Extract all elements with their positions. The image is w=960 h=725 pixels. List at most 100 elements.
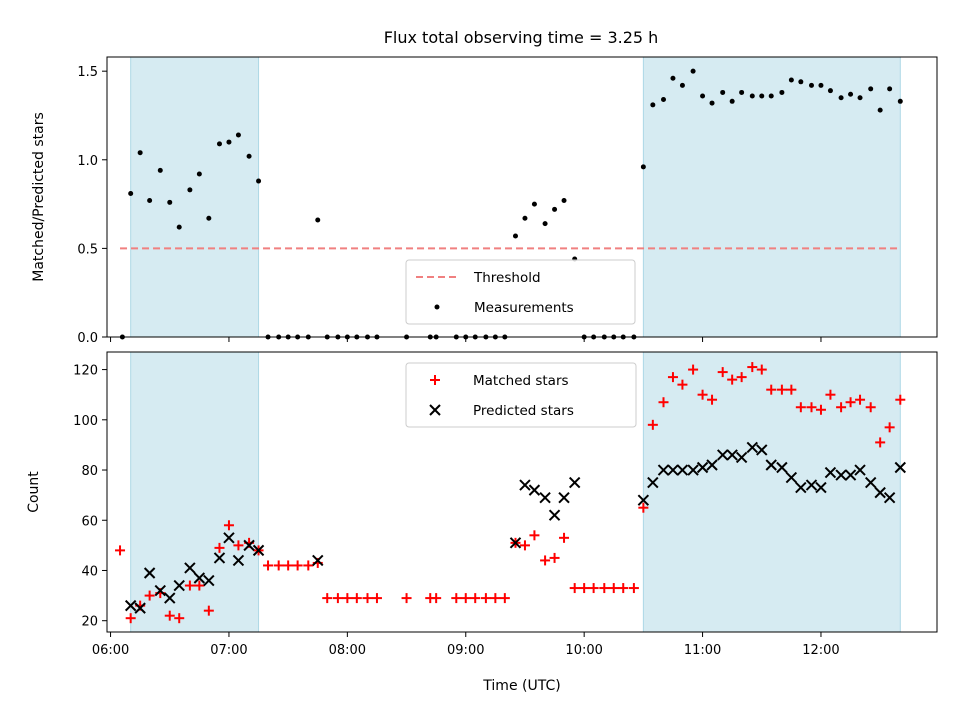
predicted-star-point	[154, 584, 166, 597]
measurement-point	[759, 93, 765, 99]
x-stroke-b	[164, 592, 176, 604]
predicted-star-point	[548, 509, 561, 521]
measurement-point	[167, 199, 173, 205]
measurement-point	[868, 86, 874, 92]
legend-threshold-label: Threshold	[473, 270, 541, 286]
x-stroke-b	[844, 469, 857, 481]
bottom-y-axis-label: Count	[26, 471, 42, 513]
predicted-star-point	[203, 574, 215, 587]
predicted-star-point	[509, 537, 522, 549]
x-stroke-b	[756, 444, 768, 456]
matched-star-point	[628, 583, 639, 594]
x-stroke-b	[213, 552, 226, 564]
predicted-star-point	[756, 444, 768, 456]
matched-star-point	[273, 560, 284, 571]
matched-star-point	[490, 593, 501, 604]
x-stroke-b	[874, 486, 886, 499]
bottom-shaded-regions	[130, 351, 901, 633]
predicted-star-point	[894, 461, 907, 474]
predicted-star-point	[252, 544, 265, 557]
x-stroke-b	[854, 464, 866, 476]
matched-star-point	[697, 389, 708, 400]
x-stroke-b	[223, 532, 235, 544]
bottom-legend: Matched stars Predicted stars	[405, 362, 637, 428]
measurement-point	[827, 88, 833, 94]
bottom-x-axis-ticks: 06:00 07:00 08:00 09:00 10:00 11:00 12:00	[92, 632, 840, 658]
measurement-point	[739, 89, 745, 95]
matched-star-point	[223, 520, 234, 531]
matched-star-point	[579, 583, 590, 594]
measurement-point	[512, 233, 518, 239]
matched-star-point	[431, 593, 442, 604]
y-tick-label: 0.5	[77, 242, 98, 257]
top-plot-frame	[106, 56, 938, 338]
legend-measurements-label: Measurements	[474, 300, 574, 316]
predicted-star-point	[124, 599, 137, 612]
matched-stars-series	[115, 362, 906, 624]
y-tick-label: 80	[81, 464, 98, 479]
matched-star-point	[658, 397, 669, 408]
x-stroke-b	[528, 484, 541, 496]
measurement-point	[531, 201, 537, 207]
measurement-point	[720, 89, 726, 95]
measurement-point	[315, 217, 321, 223]
matched-star-point	[707, 394, 718, 405]
x-stroke-b	[864, 476, 877, 489]
x-stroke-b	[657, 464, 670, 476]
matched-star-point	[845, 397, 856, 408]
predicted-star-point	[213, 552, 226, 564]
matched-star-point	[559, 532, 570, 543]
matched-star-point	[806, 402, 817, 413]
matched-star-point	[588, 583, 599, 594]
measurement-point	[216, 141, 222, 147]
x-stroke-b	[805, 479, 818, 491]
measurement-point	[522, 215, 528, 221]
matched-star-point	[233, 540, 244, 551]
matched-star-point	[638, 502, 649, 513]
matched-star-point	[865, 402, 876, 413]
measurement-point	[779, 89, 785, 95]
matched-star-point	[460, 593, 471, 604]
measurement-point	[808, 82, 814, 88]
x-axis-label: Time (UTC)	[482, 678, 560, 694]
predicted-star-point	[223, 532, 235, 544]
matched-star-point	[736, 372, 747, 383]
measurement-point	[679, 82, 685, 88]
predicted-star-point	[243, 539, 255, 552]
matched-star-point	[688, 364, 699, 375]
predicted-star-point	[193, 572, 206, 584]
matched-star-point	[203, 605, 214, 616]
matched-star-point	[342, 593, 353, 604]
x-tick-label: 12:00	[802, 643, 839, 658]
measurement-point	[256, 178, 262, 184]
predicted-star-point	[716, 449, 729, 461]
measurement-point	[818, 82, 824, 88]
measurement-point	[749, 93, 755, 99]
predicted-stars-series	[124, 441, 907, 614]
predicted-star-point	[647, 476, 659, 489]
x-stroke-b	[667, 464, 679, 476]
predicted-star-point	[726, 449, 738, 461]
y-tick-label: 60	[81, 514, 98, 529]
top-y-axis-label: Matched/Predicted stars	[31, 112, 47, 282]
matched-star-point	[470, 593, 481, 604]
predicted-star-point	[312, 554, 324, 567]
matched-star-point	[795, 402, 806, 413]
measurement-point	[650, 102, 656, 108]
predicted-star-point	[696, 461, 709, 474]
x-tick-label: 11:00	[684, 643, 721, 658]
measurement-point	[857, 95, 863, 101]
measurement-point	[542, 221, 548, 227]
x-stroke-b	[687, 464, 699, 476]
x-stroke-b	[558, 491, 570, 504]
top-panel: 0.0 0.5 1.0 1.5 Matched/Predicted stars Thr…	[31, 56, 938, 346]
measurement-point	[196, 171, 202, 177]
matched-star-point	[776, 384, 787, 395]
matched-star-point	[549, 552, 560, 563]
x-stroke-b	[726, 449, 738, 461]
predicted-star-point	[883, 491, 896, 504]
predicted-star-point	[519, 479, 531, 491]
measurement-point	[226, 139, 232, 145]
predicted-star-point	[864, 476, 877, 489]
matched-star-point	[786, 384, 797, 395]
